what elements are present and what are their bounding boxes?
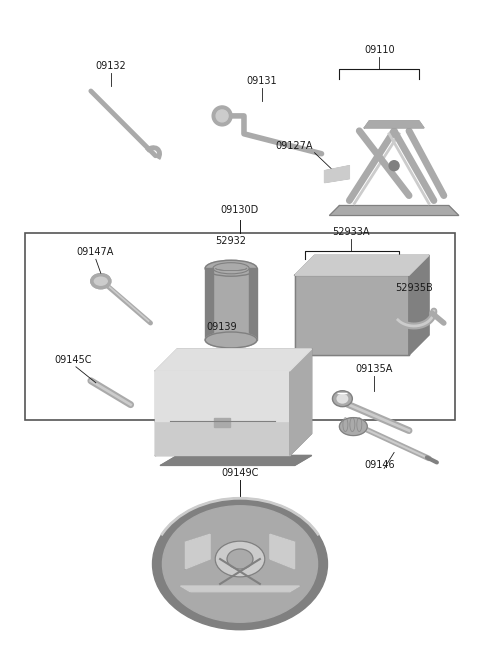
Polygon shape — [295, 275, 409, 355]
Polygon shape — [214, 418, 230, 426]
Polygon shape — [249, 268, 257, 340]
Polygon shape — [156, 420, 290, 455]
Text: 52932: 52932 — [216, 237, 247, 246]
Ellipse shape — [205, 260, 257, 276]
Polygon shape — [205, 268, 213, 340]
Ellipse shape — [162, 506, 318, 622]
Ellipse shape — [92, 275, 110, 288]
Polygon shape — [324, 166, 349, 183]
Polygon shape — [156, 371, 290, 420]
Text: 52933A: 52933A — [333, 227, 370, 237]
Polygon shape — [270, 534, 295, 569]
Polygon shape — [409, 256, 429, 355]
Text: 09127A: 09127A — [275, 141, 312, 150]
Text: 09132: 09132 — [96, 61, 126, 71]
Polygon shape — [180, 586, 300, 592]
Ellipse shape — [227, 549, 253, 569]
Ellipse shape — [339, 418, 367, 436]
Text: 09135A: 09135A — [356, 364, 393, 374]
Polygon shape — [185, 534, 210, 569]
Text: 09130D: 09130D — [221, 206, 259, 215]
Text: 09147A: 09147A — [76, 247, 114, 258]
Circle shape — [216, 110, 228, 122]
Ellipse shape — [215, 541, 265, 577]
Circle shape — [389, 161, 399, 171]
Text: 09139: 09139 — [207, 322, 238, 332]
Ellipse shape — [333, 391, 352, 407]
Polygon shape — [160, 455, 312, 465]
Text: 52935B: 52935B — [395, 283, 433, 293]
Polygon shape — [364, 121, 424, 128]
Ellipse shape — [153, 498, 327, 629]
Text: 09145C: 09145C — [54, 355, 92, 365]
Polygon shape — [329, 206, 459, 215]
Polygon shape — [290, 349, 312, 455]
Circle shape — [212, 106, 232, 126]
Text: 09149C: 09149C — [221, 468, 259, 478]
Ellipse shape — [336, 394, 348, 403]
Text: 09131: 09131 — [247, 76, 277, 86]
Polygon shape — [156, 349, 312, 371]
Ellipse shape — [205, 332, 257, 348]
Polygon shape — [295, 256, 429, 275]
Text: 09146: 09146 — [364, 461, 395, 470]
Bar — [25, 233, 455, 420]
Text: 09110: 09110 — [364, 45, 395, 55]
Bar — [205, 268, 257, 340]
